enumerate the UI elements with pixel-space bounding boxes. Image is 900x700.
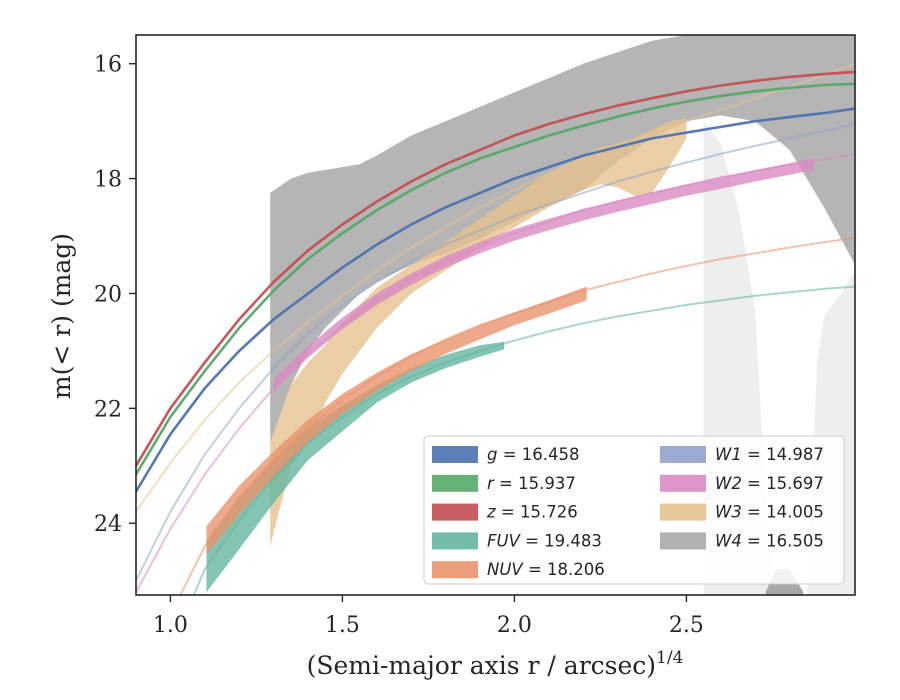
nuv-band [206, 286, 587, 555]
legend-label-w4: W4 = 16.505 [715, 531, 824, 550]
x-axis: 1.0 1.5 2.0 2.5 [153, 595, 704, 638]
axes-frame [135, 34, 856, 596]
legend-frame [423, 435, 845, 585]
w4-band [270, 35, 855, 443]
y-tick-label: 16 [94, 53, 122, 78]
x-tick-label: 2.0 [497, 613, 532, 638]
legend-label-g: g = 16.458 [487, 445, 580, 464]
w2-curve [136, 153, 855, 594]
g-curve [136, 107, 855, 493]
legend-label-w3: W3 = 14.005 [715, 503, 824, 522]
legend-label-z: z = 15.726 [486, 503, 578, 522]
legend-swatch-fuv [432, 532, 478, 550]
legend-label-nuv: NUV = 18.206 [487, 560, 605, 579]
legend: g = 16.458 r = 15.937 z = 15.726 FUV = 19.4… [423, 435, 845, 585]
legend-swatch-g [432, 446, 478, 463]
legend-label-fuv: FUV = 19.483 [487, 531, 602, 550]
z-curve [136, 70, 855, 468]
legend-swatch-w1 [660, 446, 706, 463]
line-layer [136, 62, 855, 595]
x-tick-label: 1.0 [153, 613, 188, 638]
x-axis-label: (Semi-major axis r / arcsec)1/4 [307, 648, 684, 680]
y-tick-label: 24 [94, 512, 122, 537]
legend-swatch-w3 [660, 503, 706, 521]
fuv-curve [192, 285, 855, 595]
r-curve [136, 82, 855, 476]
y-axis: 16 18 20 22 24 [94, 53, 136, 537]
x-tick-label: 1.5 [325, 613, 360, 638]
x-tick-label: 2.5 [669, 613, 704, 638]
legend-swatch-r [432, 474, 478, 492]
y-tick-label: 20 [94, 282, 122, 307]
y-tick-label: 22 [94, 397, 122, 422]
legend-swatch-w2 [660, 474, 706, 492]
y-tick-label: 18 [94, 168, 122, 193]
nuv-curve [179, 236, 855, 595]
y-axis-label: m(< r) (mag) [47, 233, 76, 399]
legend-swatch-w4 [660, 532, 706, 550]
w3-band [270, 118, 687, 547]
legend-swatch-nuv [432, 561, 478, 579]
w1-curve [136, 123, 855, 582]
legend-label-r: r = 15.937 [487, 474, 576, 493]
legend-label-w2: W2 = 15.697 [715, 474, 824, 493]
w3-curve [136, 62, 855, 513]
legend-label-w1: W1 = 14.987 [715, 445, 824, 464]
legend-swatch-z [432, 503, 478, 521]
